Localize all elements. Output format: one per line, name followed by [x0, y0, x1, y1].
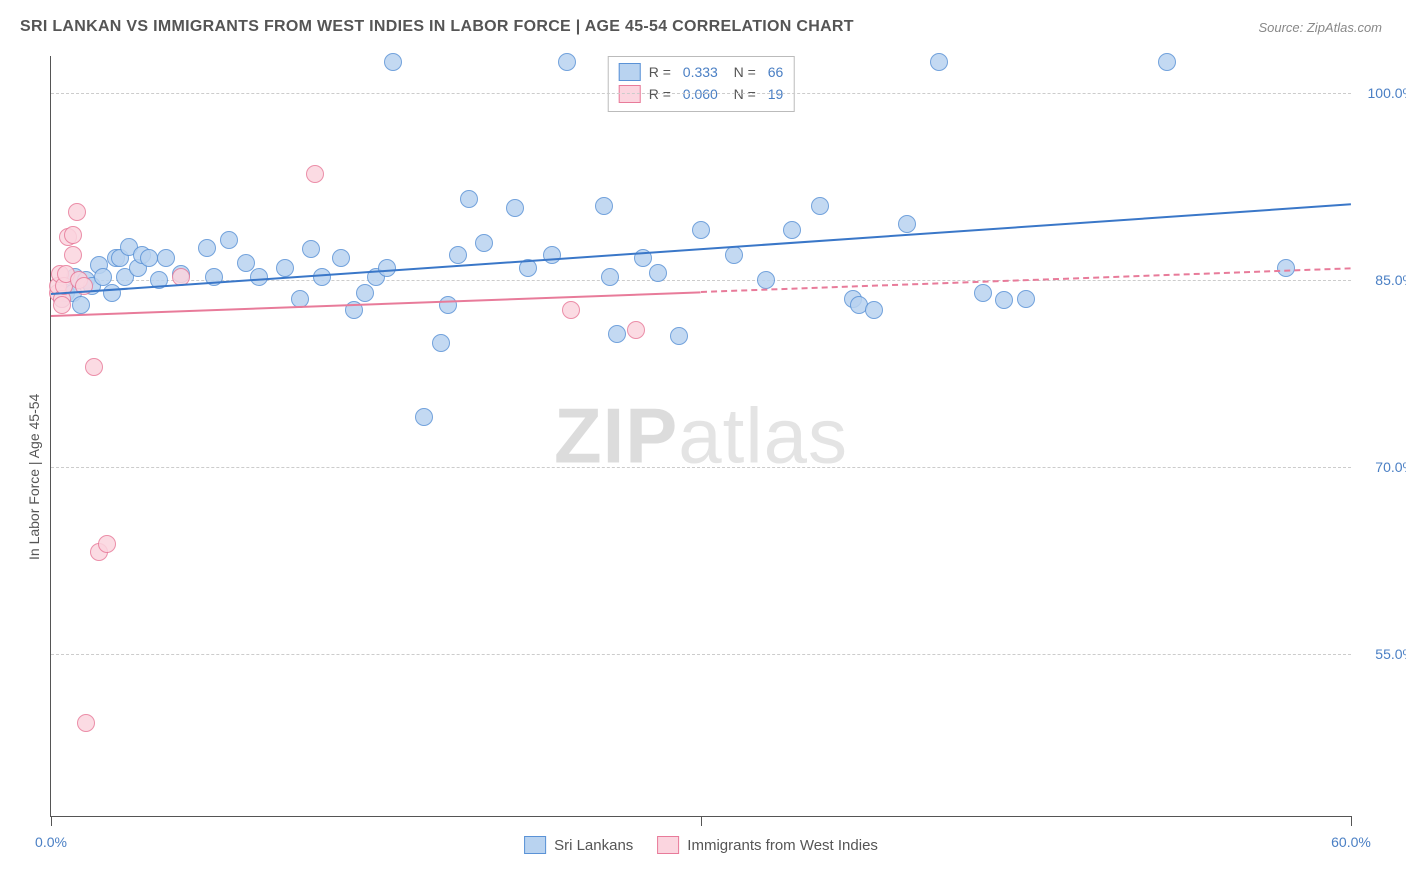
- y-tick-label: 100.0%: [1359, 85, 1406, 101]
- chart-title: SRI LANKAN VS IMMIGRANTS FROM WEST INDIE…: [20, 18, 854, 36]
- legend-n-label: N =: [726, 61, 760, 83]
- scatter-point: [670, 327, 688, 345]
- x-tick-label: 60.0%: [1331, 834, 1371, 850]
- x-tick-label: 0.0%: [35, 834, 67, 850]
- scatter-point: [865, 301, 883, 319]
- scatter-point: [757, 271, 775, 289]
- scatter-point: [439, 296, 457, 314]
- legend-bottom-item: Immigrants from West Indies: [657, 836, 878, 854]
- scatter-point: [595, 197, 613, 215]
- scatter-point: [332, 249, 350, 267]
- scatter-point: [68, 203, 86, 221]
- scatter-point: [692, 221, 710, 239]
- legend-swatch: [657, 836, 679, 854]
- scatter-point: [601, 268, 619, 286]
- scatter-point: [53, 296, 71, 314]
- y-tick-label: 55.0%: [1359, 646, 1406, 662]
- legend-bottom-label: Sri Lankans: [554, 837, 633, 854]
- y-tick-label: 85.0%: [1359, 272, 1406, 288]
- scatter-point: [64, 226, 82, 244]
- legend-row: R = 0.333 N = 66: [619, 61, 784, 83]
- chart-source: Source: ZipAtlas.com: [1258, 20, 1382, 35]
- scatter-point: [1158, 53, 1176, 71]
- scatter-point: [378, 259, 396, 277]
- scatter-point: [475, 234, 493, 252]
- scatter-point: [562, 301, 580, 319]
- scatter-point: [506, 199, 524, 217]
- scatter-point: [898, 215, 916, 233]
- scatter-point: [302, 240, 320, 258]
- scatter-point: [930, 53, 948, 71]
- scatter-point: [140, 249, 158, 267]
- scatter-point: [1277, 259, 1295, 277]
- scatter-point: [543, 246, 561, 264]
- x-tick: [1351, 816, 1352, 826]
- legend-r-label: R =: [649, 61, 675, 83]
- x-tick: [51, 816, 52, 826]
- legend-n-value: 66: [768, 61, 784, 83]
- scatter-point: [1017, 290, 1035, 308]
- y-tick-label: 70.0%: [1359, 459, 1406, 475]
- gridline-h: [51, 654, 1351, 655]
- scatter-point: [558, 53, 576, 71]
- scatter-point: [811, 197, 829, 215]
- legend-bottom-item: Sri Lankans: [524, 836, 633, 854]
- scatter-point: [649, 264, 667, 282]
- scatter-point: [220, 231, 238, 249]
- scatter-point: [276, 259, 294, 277]
- scatter-point: [306, 165, 324, 183]
- scatter-point: [995, 291, 1013, 309]
- scatter-point: [356, 284, 374, 302]
- scatter-point: [72, 296, 90, 314]
- scatter-point: [449, 246, 467, 264]
- scatter-point: [98, 535, 116, 553]
- legend-bottom: Sri Lankans Immigrants from West Indies: [524, 836, 878, 854]
- scatter-point: [384, 53, 402, 71]
- scatter-point: [198, 239, 216, 257]
- scatter-point: [608, 325, 626, 343]
- scatter-point: [783, 221, 801, 239]
- trend-line: [51, 291, 701, 317]
- legend-top: R = 0.333 N = 66R = 0.060 N = 19: [608, 56, 795, 112]
- scatter-point: [432, 334, 450, 352]
- scatter-point: [77, 714, 95, 732]
- legend-r-value: 0.333: [683, 61, 718, 83]
- x-tick: [701, 816, 702, 826]
- scatter-point: [103, 284, 121, 302]
- legend-swatch: [619, 63, 641, 81]
- chart-container: SRI LANKAN VS IMMIGRANTS FROM WEST INDIE…: [0, 0, 1406, 892]
- plot-area: ZIPatlas R = 0.333 N = 66R = 0.060 N = 1…: [50, 56, 1351, 817]
- scatter-point: [250, 268, 268, 286]
- gridline-h: [51, 467, 1351, 468]
- scatter-point: [157, 249, 175, 267]
- scatter-point: [627, 321, 645, 339]
- scatter-point: [460, 190, 478, 208]
- legend-swatch: [524, 836, 546, 854]
- legend-bottom-label: Immigrants from West Indies: [687, 837, 878, 854]
- y-axis-label: In Labor Force | Age 45-54: [26, 394, 42, 560]
- scatter-point: [64, 246, 82, 264]
- scatter-point: [94, 268, 112, 286]
- scatter-point: [85, 358, 103, 376]
- gridline-h: [51, 93, 1351, 94]
- scatter-point: [974, 284, 992, 302]
- scatter-point: [415, 408, 433, 426]
- scatter-point: [725, 246, 743, 264]
